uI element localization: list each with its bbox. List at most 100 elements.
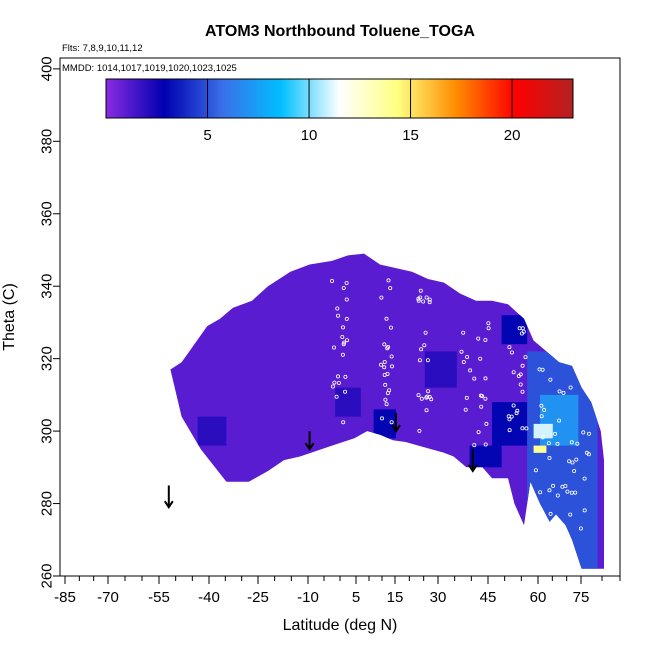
sample-point	[509, 414, 514, 419]
sample-point	[542, 407, 547, 412]
sample-point	[424, 295, 429, 300]
sample-point	[557, 418, 562, 423]
sample-point	[382, 342, 387, 347]
sample-point	[382, 359, 387, 364]
sample-point	[472, 376, 477, 381]
sample-point	[479, 404, 484, 409]
sample-point	[416, 296, 421, 301]
sample-point	[386, 344, 391, 349]
sample-point	[568, 512, 573, 517]
sample-point	[553, 431, 558, 436]
sample-point	[539, 414, 544, 419]
sample-point	[520, 363, 525, 368]
sample-point	[422, 343, 427, 348]
sample-point	[383, 397, 388, 402]
sample-point	[538, 490, 543, 495]
sample-point	[461, 330, 466, 335]
sample-point	[468, 368, 473, 373]
sample-point	[575, 441, 580, 446]
sample-point	[516, 373, 521, 378]
sample-point	[387, 388, 392, 393]
sample-point	[560, 484, 565, 489]
sample-point	[483, 396, 488, 401]
sample-point	[461, 359, 466, 364]
y-tick-label: 400	[39, 56, 56, 81]
flights-annotation: Flts: 7,8,9,10,11,12	[62, 43, 143, 54]
sample-point	[507, 345, 512, 350]
sample-point	[342, 340, 347, 345]
y-axis-label: Theta (C)	[1, 283, 18, 351]
sample-point	[476, 430, 481, 435]
sample-point	[551, 483, 556, 488]
chart-title: ATOM3 Northbound Toluene_TOGA	[205, 23, 475, 40]
sample-point	[382, 365, 387, 370]
sample-point	[425, 358, 430, 363]
sample-point	[385, 371, 390, 376]
y-tick-label: 260	[39, 563, 56, 588]
sample-point	[582, 476, 587, 481]
sample-point	[587, 431, 592, 436]
sample-point	[478, 393, 483, 398]
sample-point	[561, 390, 566, 395]
sample-point	[548, 377, 553, 382]
y-tick-label: 360	[39, 201, 56, 226]
sample-point	[427, 394, 432, 399]
sample-point	[517, 326, 522, 331]
sample-point	[555, 441, 560, 446]
sample-point	[341, 342, 346, 347]
sample-point	[520, 426, 525, 431]
y-axis: 260 280 300 320 340 360 380 400	[39, 56, 60, 589]
field-cell	[197, 416, 227, 446]
sample-point	[484, 421, 489, 426]
sample-point	[573, 490, 578, 495]
sample-point	[335, 313, 340, 318]
colorbar-tick-label: 10	[301, 127, 318, 144]
sample-point	[341, 420, 346, 425]
sample-point	[547, 455, 552, 460]
sample-point	[423, 330, 428, 335]
sample-point	[379, 295, 384, 300]
colorbar	[105, 78, 574, 119]
sample-point	[427, 300, 432, 305]
sample-point	[383, 382, 388, 387]
sample-point	[463, 407, 468, 412]
sample-point	[332, 380, 337, 385]
sample-point	[343, 374, 348, 379]
x-tick-label: -10	[297, 589, 319, 606]
colorbar-tick-label: 5	[203, 127, 211, 144]
sample-point	[572, 468, 577, 473]
profile-arrowhead	[391, 424, 401, 433]
sample-point	[483, 376, 488, 381]
sample-point	[565, 489, 570, 494]
sample-point	[540, 435, 545, 440]
sample-point	[483, 442, 488, 447]
y-tick-label: 380	[39, 129, 56, 154]
sample-point	[520, 389, 525, 394]
sample-point	[344, 316, 349, 321]
sample-point	[388, 325, 393, 330]
sample-point	[547, 488, 552, 493]
sample-point	[514, 411, 519, 416]
field-cell	[533, 423, 553, 439]
sample-point	[424, 408, 429, 413]
sample-points	[329, 278, 592, 531]
sample-point	[515, 408, 520, 413]
x-tick-label: 5	[352, 589, 360, 606]
sample-point	[344, 338, 349, 343]
sample-point	[384, 316, 389, 321]
x-tick-label: -40	[198, 589, 220, 606]
x-tick-label: 30	[430, 589, 447, 606]
sample-point	[378, 362, 383, 367]
sample-point	[426, 389, 431, 394]
sample-point	[340, 352, 345, 357]
sample-point	[570, 460, 575, 465]
field-cell	[533, 445, 547, 453]
sample-point	[540, 367, 545, 372]
y-tick-label: 320	[39, 346, 56, 371]
sample-point	[331, 345, 336, 350]
sample-point	[417, 358, 422, 363]
x-tick-label: -70	[97, 589, 119, 606]
field-cell	[424, 351, 457, 388]
sample-point	[555, 493, 560, 498]
